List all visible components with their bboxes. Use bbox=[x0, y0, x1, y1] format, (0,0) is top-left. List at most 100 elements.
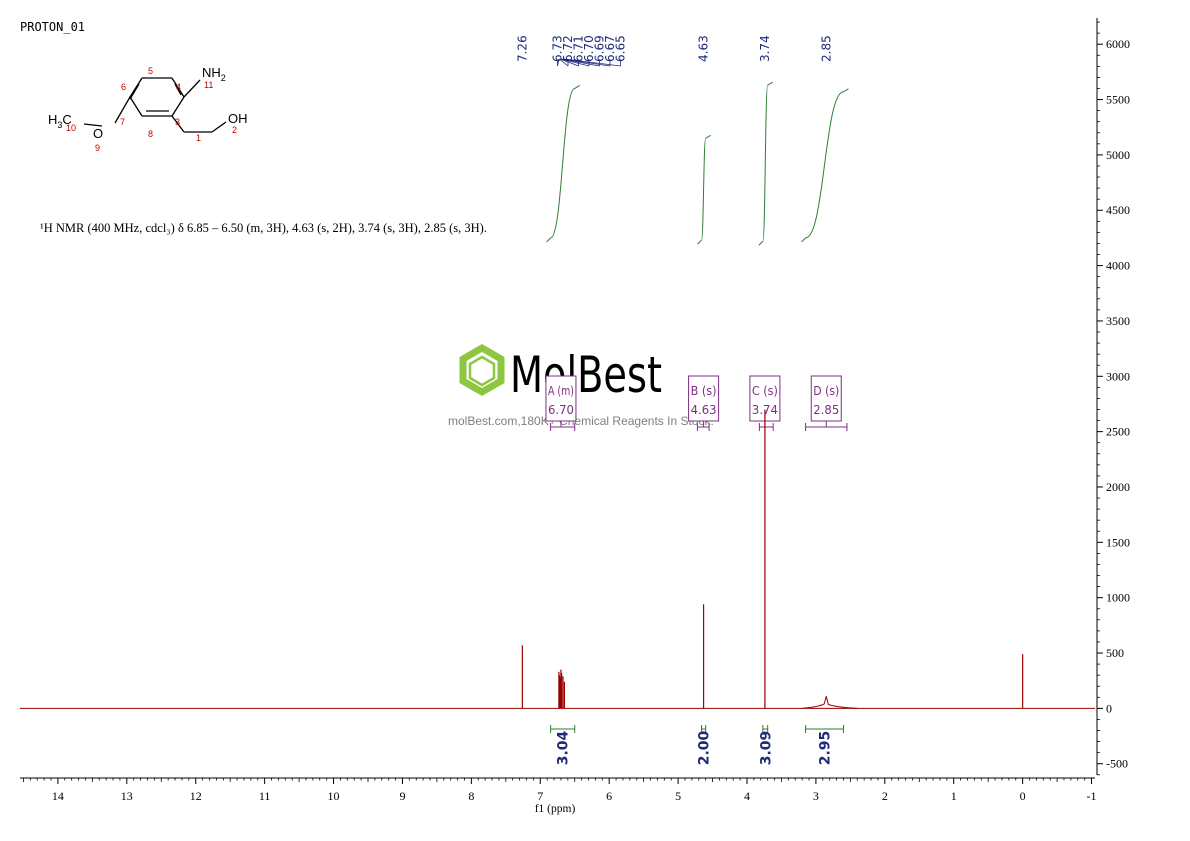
multiplet-label: A (m) bbox=[548, 384, 574, 398]
integral-bracket: 2.95 bbox=[805, 725, 844, 766]
svg-text:11: 11 bbox=[204, 80, 213, 90]
x-tick-label: -1 bbox=[1087, 789, 1097, 803]
integral-curve bbox=[758, 81, 773, 246]
integral-value: 3.09 bbox=[758, 731, 774, 766]
multiplet-label: C (s) bbox=[752, 384, 778, 398]
peak-label: 7.26 bbox=[515, 35, 529, 62]
x-tick-label: 0 bbox=[1020, 789, 1026, 803]
y-tick-label: 5500 bbox=[1106, 93, 1130, 107]
multiplet-boxes: A (m) 6.70 B (s) 4.63 C (s)3.74 D (s) 2.85 bbox=[545, 375, 848, 431]
oxygen-label: O bbox=[93, 126, 103, 141]
peak-label-connector bbox=[560, 58, 590, 67]
y-tick-label: 3500 bbox=[1106, 314, 1130, 328]
x-tick-label: 5 bbox=[675, 789, 681, 803]
spectrum-layer bbox=[20, 409, 1095, 709]
peak-label-connector bbox=[564, 58, 621, 67]
svg-text:6: 6 bbox=[121, 82, 126, 92]
x-tick-label: 8 bbox=[468, 789, 474, 803]
y-tick-label: 4000 bbox=[1106, 259, 1130, 273]
x-tick-label: 4 bbox=[744, 789, 750, 803]
x-axis-label: f1 (ppm) bbox=[535, 803, 576, 815]
peak-label-connector bbox=[559, 58, 569, 67]
peak-label: 6.65 bbox=[564, 35, 628, 67]
y-tick-label: -500 bbox=[1106, 757, 1128, 771]
svg-text:10: 10 bbox=[66, 123, 76, 133]
spectrum-name: PROTON_01 bbox=[20, 20, 85, 34]
peak-label-text: 6.69 bbox=[593, 35, 607, 62]
y-tick-label: 3000 bbox=[1106, 369, 1130, 383]
y-tick-label: 1000 bbox=[1106, 591, 1130, 605]
x-tick-label: 7 bbox=[537, 789, 543, 803]
multiplet-shift: 6.70 bbox=[548, 403, 574, 417]
multiplet-shift: 2.85 bbox=[813, 403, 839, 417]
peak-label-text: 7.26 bbox=[515, 35, 529, 62]
y-tick-label: 4500 bbox=[1106, 203, 1130, 217]
methyl-label: H3C bbox=[48, 112, 72, 130]
peak-label-text: 6.72 bbox=[561, 35, 575, 62]
x-tick-label: 9 bbox=[399, 789, 405, 803]
nh2-label: NH2 bbox=[202, 65, 226, 83]
y-tick-label: 5000 bbox=[1106, 148, 1130, 162]
y-tick-label: 2500 bbox=[1106, 425, 1130, 439]
x-tick-label: 12 bbox=[190, 789, 202, 803]
svg-text:2: 2 bbox=[232, 125, 237, 135]
peak-label: 2.85 bbox=[819, 35, 833, 62]
peak-label-text: 6.70 bbox=[582, 35, 596, 62]
integral-bracket: 3.09 bbox=[758, 725, 774, 765]
molbest-watermark: MolBest molBest.com,180K+ Chemical Reage… bbox=[448, 343, 714, 428]
multiplet-box: D (s) 2.85 bbox=[805, 375, 848, 431]
peak-label-text: 6.67 bbox=[603, 35, 617, 62]
multiplet-box: A (m) 6.70 bbox=[545, 375, 577, 431]
structure-labels: NH2 OH O H3C bbox=[48, 65, 248, 141]
x-tick-label: 3 bbox=[813, 789, 819, 803]
y-tick-label: 6000 bbox=[1106, 37, 1130, 51]
peak-label-text: 6.65 bbox=[614, 35, 628, 62]
svg-text:5: 5 bbox=[148, 66, 153, 76]
multiplet-shift: 4.63 bbox=[691, 403, 717, 417]
x-tick-label: 14 bbox=[52, 789, 64, 803]
peak-label-text: 3.74 bbox=[758, 35, 772, 62]
x-tick-label: 1 bbox=[951, 789, 957, 803]
x-tick-label: 11 bbox=[259, 789, 271, 803]
integral-curves bbox=[546, 81, 849, 246]
svg-text:9: 9 bbox=[95, 143, 100, 153]
y-tick-label: 500 bbox=[1106, 646, 1124, 660]
peak-label: 6.73 bbox=[551, 35, 565, 67]
peak-label: 4.63 bbox=[697, 35, 711, 62]
y-tick-label: 0 bbox=[1106, 701, 1112, 715]
multiplet-label: D (s) bbox=[813, 384, 839, 398]
peak-label-connector bbox=[561, 58, 600, 67]
x-axis-ticks: 14 13 12 11 10 9 8 7 6 5 4 3 2 1 0 -1 bbox=[23, 778, 1097, 803]
peak-label-text: 4.63 bbox=[697, 35, 711, 62]
x-tick-label: 13 bbox=[121, 789, 133, 803]
x-tick-label: 10 bbox=[328, 789, 340, 803]
svg-text:1: 1 bbox=[196, 133, 201, 143]
y-tick-label: 1500 bbox=[1106, 535, 1130, 549]
peak-label: 6.71 bbox=[560, 35, 586, 67]
chemical-structure bbox=[83, 77, 227, 133]
watermark-tagline: molBest.com,180K+ Chemical Reagents In S… bbox=[448, 414, 714, 428]
integral-bracket: 2.00 bbox=[697, 725, 713, 765]
integral-curve bbox=[697, 134, 711, 245]
oh-label: OH bbox=[228, 111, 248, 126]
integral-curve bbox=[546, 85, 580, 243]
nmr-description: ¹H NMR (400 MHz, cdcl₃) δ 6.85 – 6.50 (m… bbox=[40, 221, 487, 235]
multiplet-box: C (s)3.74 bbox=[749, 375, 781, 431]
peak-label: 3.74 bbox=[758, 35, 772, 62]
peak-label-connector bbox=[557, 58, 560, 67]
multiplet-frame bbox=[545, 375, 577, 422]
multiplet-box: B (s) 4.63 bbox=[688, 375, 720, 431]
integral-curve bbox=[801, 88, 849, 243]
integral-value: 2.00 bbox=[697, 730, 713, 765]
x-tick-label: 2 bbox=[882, 789, 888, 803]
watermark-brand: MolBest bbox=[510, 346, 662, 404]
integral-brackets: 3.04 2.00 3.09 2.95 bbox=[550, 725, 844, 766]
peak-label-text: 6.71 bbox=[572, 35, 586, 62]
integral-value: 2.95 bbox=[818, 731, 834, 766]
svg-text:3: 3 bbox=[175, 117, 180, 127]
svg-text:8: 8 bbox=[148, 129, 153, 139]
benzene-logo-inner-icon bbox=[468, 355, 496, 387]
multiplet-label: B (s) bbox=[691, 384, 717, 398]
svg-text:4: 4 bbox=[176, 82, 181, 92]
